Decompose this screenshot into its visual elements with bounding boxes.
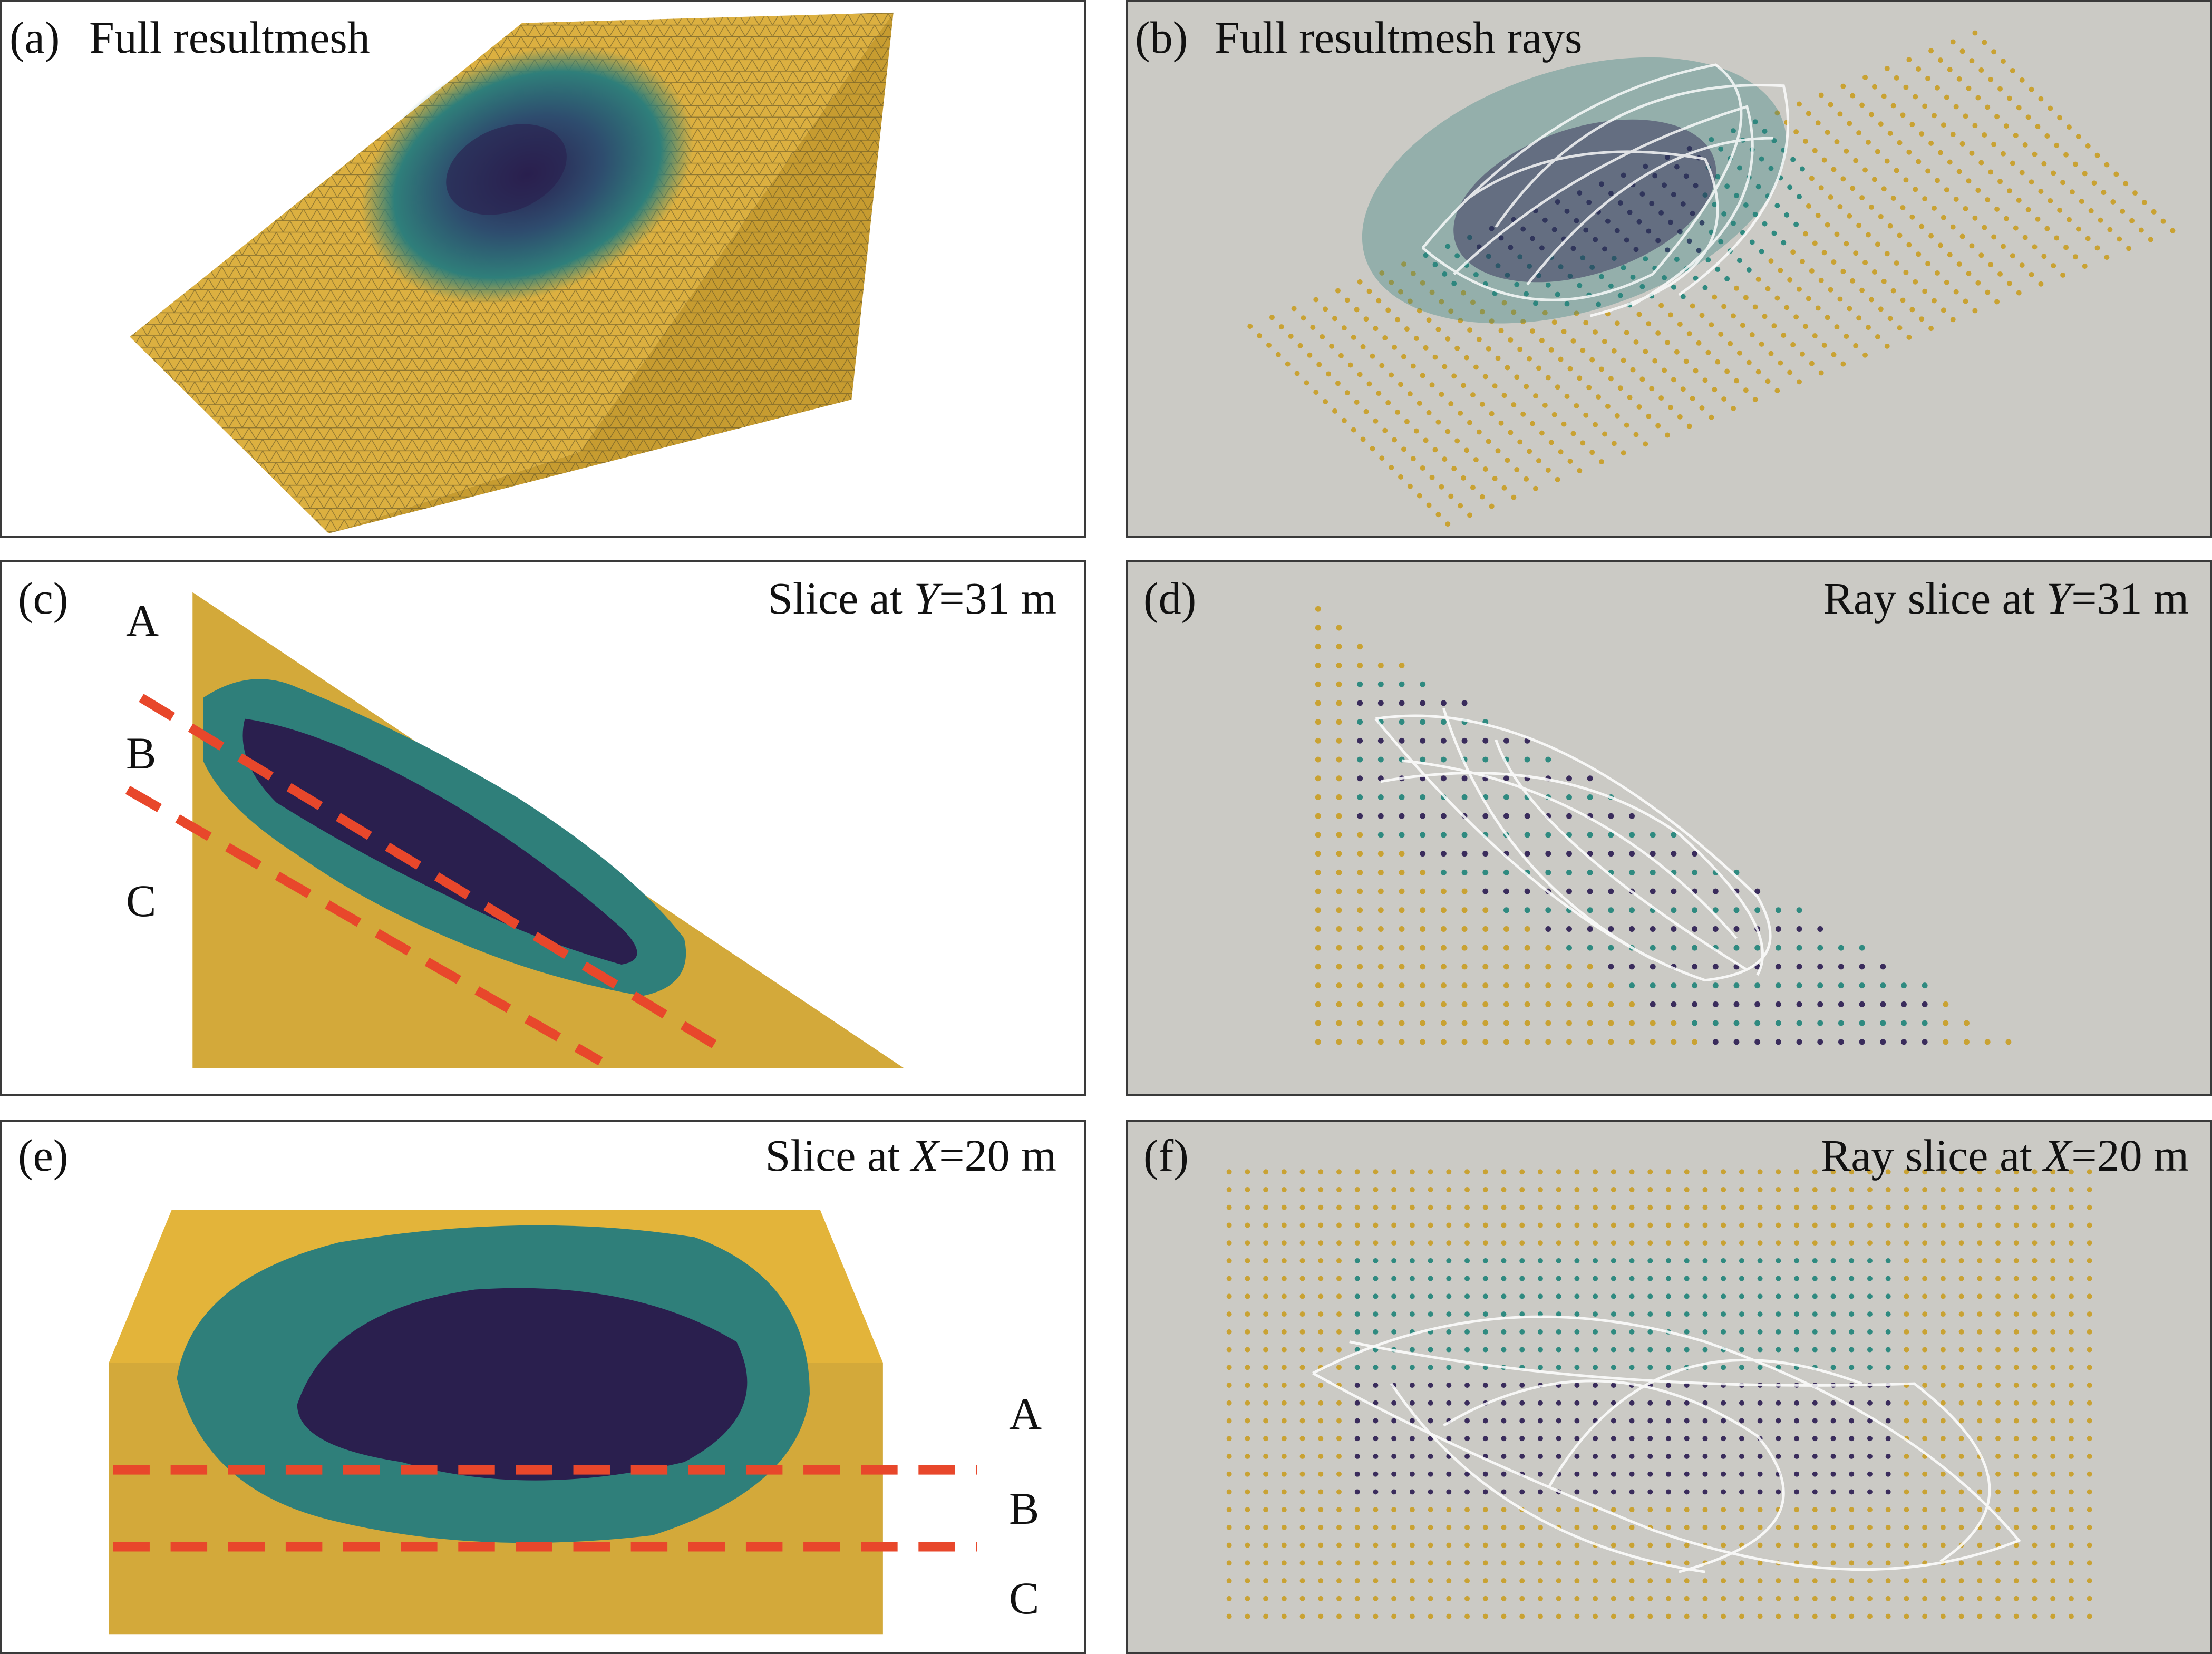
panel-title-f: Ray slice at X=20 m [1820, 1130, 2189, 1181]
panel-c-slice-y: (c) Slice at Y=31 m A B C [0, 560, 1086, 1096]
panel-e-slice-x: (e) Slice at X=20 m A B C [0, 1120, 1086, 1654]
panel-title-c: Slice at Y=31 m [768, 573, 1056, 624]
panel-label-a: (a) [9, 12, 60, 63]
panel-label-f: (f) [1143, 1130, 1189, 1181]
zone-label-c: C [126, 875, 157, 926]
ray-grid-points [1315, 606, 2012, 1045]
panel-title-e: Slice at X=20 m [765, 1130, 1056, 1181]
panel-title-a: Full resultmesh [89, 12, 370, 63]
ray-slice-y-view [1315, 606, 2012, 1045]
slice-x-view [109, 1210, 977, 1635]
mesh-3d-view [130, 12, 894, 534]
ray-mesh-3d-view [1247, 30, 2176, 527]
panel-label-c: (c) [18, 573, 69, 624]
zone-label-b: B [126, 728, 157, 779]
slice-y-view [125, 592, 904, 1068]
ray-paths [1421, 63, 1790, 317]
panel-title-b: Full resultmesh rays [1215, 12, 1583, 63]
panel-label-d: (d) [1143, 573, 1197, 624]
dashed-boundary-bc [125, 785, 603, 1066]
panel-f-ray-slice-x: (f) Ray slice at X=20 m [1126, 1120, 2212, 1654]
zone-label-a: A [1009, 1388, 1042, 1439]
panel-b-full-resultmesh-rays: (b) Full resultmesh rays [1126, 0, 2212, 538]
anomaly-region [1362, 57, 1787, 324]
panel-title-d: Ray slice at Y=31 m [1823, 573, 2189, 624]
zone-label-b: B [1009, 1483, 1040, 1534]
ray-grid-points [1226, 1169, 2092, 1619]
panel-label-b: (b) [1135, 12, 1188, 63]
ray-paths [1374, 708, 1772, 982]
panel-label-e: (e) [18, 1130, 69, 1181]
zone-label-c: C [1009, 1573, 1040, 1623]
ray-slice-x-view [1226, 1169, 2092, 1619]
panel-d-ray-slice-y: (d) Ray slice at Y=31 m [1126, 560, 2212, 1096]
zone-label-a: A [126, 595, 159, 646]
panel-a-full-resultmesh: (a) Full resultmesh [0, 0, 1086, 538]
ray-paths [1312, 1315, 2021, 1573]
